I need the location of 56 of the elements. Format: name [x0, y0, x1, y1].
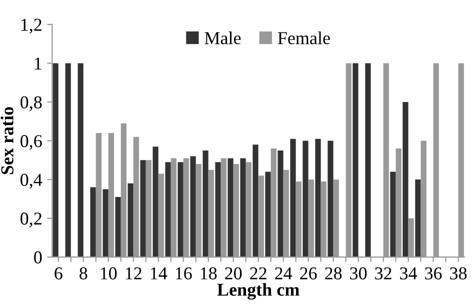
y-tick-label: 1,2 [21, 18, 42, 34]
x-tick-label: 24 [275, 267, 292, 280]
x-tick-label: 28 [325, 267, 342, 280]
bar [65, 63, 71, 258]
y-tick-label: 0,6 [20, 135, 42, 150]
y-tick-label: 0,4 [20, 174, 42, 189]
y-tick-label: 0 [34, 251, 42, 264]
x-tick-label: 26 [300, 267, 317, 280]
bar [102, 189, 108, 258]
bar [178, 162, 184, 258]
bar [402, 102, 408, 258]
bar [252, 144, 258, 258]
y-tick-label: 1 [34, 58, 42, 70]
legend-label: Male [204, 32, 241, 44]
x-tick-label: 22 [250, 267, 266, 280]
x-axis-title: Length cm [217, 283, 300, 300]
x-tick-label: 10 [100, 267, 117, 280]
x-tick-label: 6 [54, 267, 62, 280]
y-tick-label: 0,2 [20, 212, 42, 228]
bar [365, 63, 371, 258]
bar [228, 158, 234, 258]
bar [240, 158, 246, 258]
bar [78, 63, 84, 258]
x-tick-label: 36 [425, 267, 442, 280]
bar [415, 180, 421, 258]
bar [190, 156, 196, 258]
bar [315, 138, 321, 258]
bar [165, 162, 171, 258]
x-tick-label: 8 [80, 267, 88, 280]
y-axis-title: Sex ratio [0, 107, 14, 174]
y-tick-label: 0,8 [20, 96, 42, 112]
x-tick-label: 32 [375, 267, 392, 280]
bar [152, 146, 158, 258]
x-tick-label: 30 [350, 267, 367, 280]
bar [215, 162, 221, 258]
x-tick-label: 34 [400, 267, 418, 280]
bar [115, 196, 121, 258]
x-tick-label: 38 [450, 267, 467, 280]
x-tick-label: 12 [126, 267, 142, 280]
bar [140, 160, 146, 258]
bar [302, 140, 308, 258]
bar [352, 63, 358, 258]
bar [328, 140, 334, 258]
x-tick-label: 14 [150, 267, 168, 280]
bar [90, 187, 96, 258]
bar [202, 150, 208, 258]
bar [278, 150, 284, 258]
bar [128, 183, 134, 258]
x-tick-label: 20 [225, 267, 242, 280]
legend-label: Female [278, 32, 330, 44]
bar [390, 172, 396, 258]
bar [290, 138, 296, 258]
bar [52, 63, 58, 258]
x-tick-label: 18 [200, 267, 217, 280]
x-tick-label: 16 [176, 267, 192, 280]
bar [265, 172, 271, 258]
